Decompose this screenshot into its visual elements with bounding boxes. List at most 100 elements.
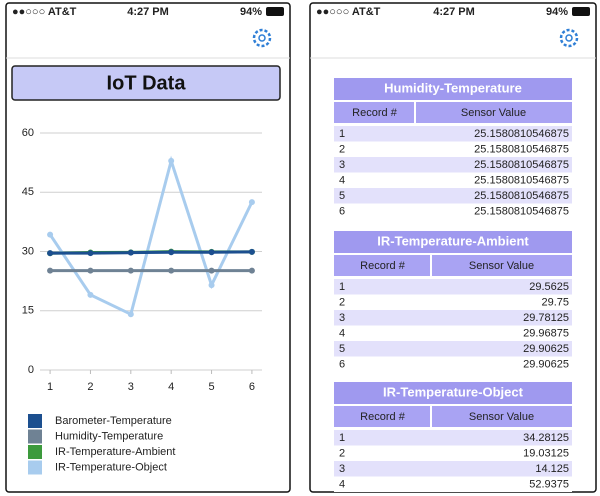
carrier: ●●○○○ AT&T (12, 6, 77, 18)
legend-label: Humidity-Temperature (55, 430, 163, 442)
legend-swatch (28, 414, 42, 428)
sensor-value: 29.96875 (523, 327, 569, 339)
time: 4:27 PM (127, 6, 169, 18)
legend-label: IR-Temperature-Object (55, 461, 167, 473)
settings-gear[interactable] (252, 28, 272, 48)
data-point (127, 267, 134, 274)
battery-icon (572, 7, 590, 16)
column-header: Sensor Value (461, 107, 526, 119)
battery-icon (266, 7, 284, 16)
sensor-value: 19.03125 (523, 447, 569, 459)
table-row-bg (334, 476, 572, 492)
data-point (208, 249, 215, 256)
data-point (87, 267, 94, 274)
table-row-bg (334, 126, 572, 142)
data-point (208, 282, 215, 289)
sensor-value: 25.1580810546875 (474, 143, 569, 155)
legend-label: Barometer-Temperature (55, 415, 172, 427)
column-header-bg (432, 406, 572, 427)
y-tick-label: 45 (22, 186, 34, 198)
table-row-bg (334, 294, 572, 310)
y-tick-label: 30 (22, 245, 34, 257)
data-point (168, 157, 175, 164)
time: 4:27 PM (433, 6, 475, 18)
title-box (11, 65, 281, 101)
data-point (248, 199, 255, 206)
y-tick-label: 60 (22, 127, 34, 139)
x-tick-label: 3 (128, 381, 134, 393)
sensor-value: 25.1580810546875 (474, 174, 569, 186)
record-number: 3 (339, 312, 345, 324)
table-row-bg (334, 356, 572, 372)
x-tick-label: 2 (87, 381, 93, 393)
column-header-bg (334, 406, 430, 427)
legend-swatch (28, 445, 42, 459)
settings-gear[interactable] (559, 28, 579, 48)
table-title-bar (334, 382, 572, 404)
sensor-value: 29.90625 (523, 358, 569, 370)
column-header-bg (416, 102, 572, 123)
table-row-bg (334, 188, 572, 204)
tables: Humidity-Temperature Record # Sensor Value… (334, 78, 572, 492)
table-title: IR-Temperature-Ambient (377, 233, 529, 248)
record-number: 3 (339, 159, 345, 171)
data-point (47, 267, 54, 274)
table-row-bg (334, 172, 572, 188)
data-point (87, 291, 94, 298)
table-row-bg (334, 461, 572, 477)
table-row-bg (334, 310, 572, 326)
x-tick-label: 1 (47, 381, 53, 393)
column-header: Sensor Value (469, 411, 534, 423)
legend-label: IR-Temperature-Ambient (55, 446, 175, 458)
table-title-bar (334, 231, 572, 253)
sensor-value: 25.1580810546875 (474, 205, 569, 217)
legend-swatch (28, 460, 42, 475)
battery: 94% (546, 6, 568, 18)
sensor-value: 14.125 (535, 463, 569, 475)
record-number: 3 (339, 463, 345, 475)
data-point (168, 249, 175, 256)
sensor-value: 34.28125 (523, 432, 569, 444)
record-number: 4 (339, 327, 345, 339)
data-point (47, 250, 54, 257)
table-title: Humidity-Temperature (384, 80, 522, 95)
sensor-value: 25.1580810546875 (474, 190, 569, 202)
column-header: Record # (360, 411, 406, 423)
table-row-bg (334, 325, 572, 341)
sensor-value: 25.1580810546875 (474, 128, 569, 140)
sensor-value: 29.75 (541, 296, 569, 308)
sensor-value: 25.1580810546875 (474, 159, 569, 171)
battery: 94% (240, 6, 262, 18)
settings-gear-hub (258, 34, 266, 42)
record-number: 1 (339, 432, 345, 444)
column-header: Sensor Value (469, 260, 534, 272)
record-number: 1 (339, 128, 345, 140)
table-row-bg (334, 430, 572, 446)
record-number: 6 (339, 205, 345, 217)
data-point (208, 267, 215, 274)
data-point (127, 249, 134, 256)
series-line (50, 250, 252, 255)
record-number: 5 (339, 343, 345, 355)
y-tick-label: 0 (28, 364, 34, 376)
column-header-bg (432, 255, 572, 276)
sensor-value: 29.5625 (529, 281, 569, 293)
carrier: ●●○○○ AT&T (316, 6, 381, 18)
legend-swatch (28, 429, 42, 444)
data-point (127, 311, 134, 318)
table-row-bg (334, 341, 572, 357)
table-row-bg (334, 141, 572, 157)
table-row-bg (334, 279, 572, 295)
x-tick-label: 4 (168, 381, 174, 393)
record-number: 2 (339, 447, 345, 459)
column-header: Record # (352, 107, 398, 119)
sensor-value: 52.9375 (529, 478, 569, 490)
data-point (87, 250, 94, 257)
data-point (248, 267, 255, 274)
table-title-bar (334, 78, 572, 100)
column-header: Record # (360, 260, 406, 272)
column-header-bg (334, 102, 414, 123)
